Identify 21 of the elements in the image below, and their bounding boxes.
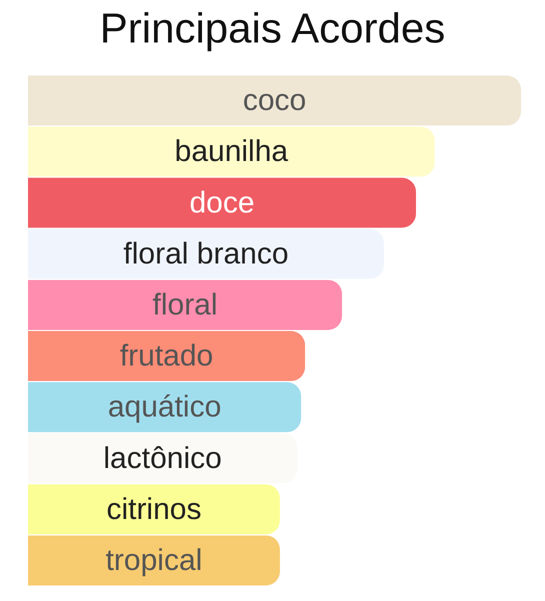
bar: [28, 433, 298, 484]
bar: [28, 535, 280, 586]
chart-title: Principais Acordes: [100, 4, 446, 52]
y-tick-label: citrinos: [106, 492, 202, 526]
y-tick-label: doce: [189, 186, 255, 220]
y-tick-label: floral: [152, 288, 218, 322]
bar: [28, 382, 302, 432]
bar: [28, 280, 342, 330]
bar: [28, 484, 280, 534]
y-tick-label: frutado: [120, 340, 214, 373]
y-tick-label: aquático: [108, 390, 222, 424]
bar: [28, 228, 384, 279]
y-tick-label: baunilha: [174, 135, 288, 168]
bar: [28, 76, 521, 126]
y-tick-label: lactônico: [103, 442, 222, 475]
bar: [28, 178, 416, 228]
y-tick-label: coco: [242, 84, 306, 118]
bar: [28, 331, 306, 382]
y-tick-label: floral branco: [123, 237, 289, 270]
bar: [28, 126, 435, 177]
y-tick-label: tropical: [106, 544, 202, 577]
